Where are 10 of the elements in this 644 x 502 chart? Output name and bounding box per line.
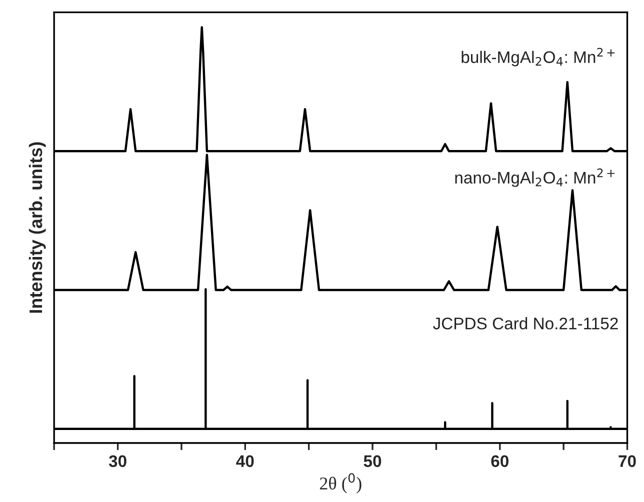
x-tick-label: 30 <box>108 455 126 468</box>
x-tick-label: 60 <box>491 455 508 468</box>
x-tick-label: 50 <box>364 455 382 468</box>
annotation: JCPDS Card No.21-1152 <box>433 317 618 330</box>
x-tick-label: 40 <box>236 455 254 468</box>
annotation: nano-MgAl$_{2}$O$_{4}$: Mn$^{2+}$ <box>455 168 615 187</box>
annotation: bulk-MgAl$_{2}$O$_{4}$: Mn$^{2+}$ <box>462 48 615 66</box>
x-axis-title: 2θ ($^{0}$) <box>320 473 362 494</box>
x-tick-label: 70 <box>618 455 636 468</box>
y-axis-title: Intensity (arb. units) <box>28 142 46 313</box>
